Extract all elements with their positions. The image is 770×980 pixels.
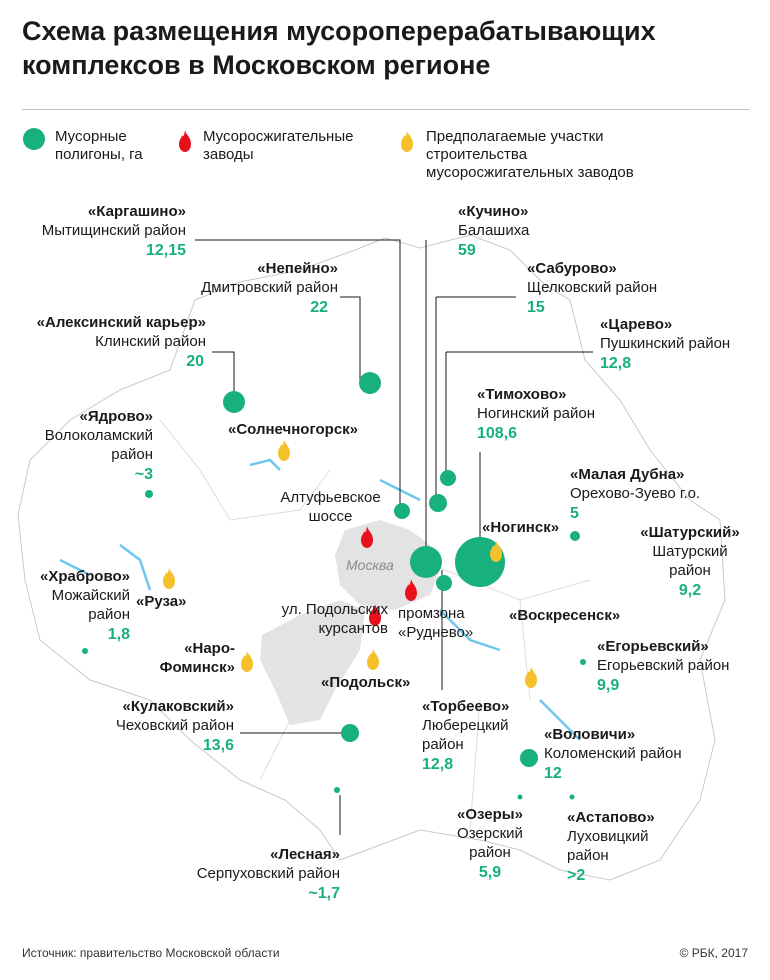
label-kargashino: «Каргашино» Мытищинский район 12,15 — [41, 203, 186, 259]
landfill-marker-kargashino — [394, 503, 410, 519]
label-timokhovo: «Тимохово» Ногинский район 108,6 — [477, 386, 595, 442]
landfill-marker-kuchino — [410, 546, 442, 578]
label-naro-fominsk: «Наро-Фоминск» — [159, 640, 235, 676]
landfill-marker-malaya-dubna — [570, 531, 580, 541]
label-kulakovsky: «Кулаковский» Чеховский район 13,6 — [115, 698, 234, 754]
landfill-marker-torbeevo — [436, 575, 452, 591]
label-egorievsky: «Егорьевский» Егорьевский район 9,9 — [597, 638, 730, 694]
region-outline — [17, 234, 726, 881]
planned-flame-icon — [525, 667, 537, 688]
label-tsarevo: «Царево» Пушкинский район 12,8 — [600, 316, 731, 372]
landfill-marker-astapovo — [569, 794, 575, 800]
flame-icon — [405, 579, 417, 601]
label-voskresensk: «Воскресенск» — [509, 607, 621, 624]
legend-planned: Предполагаемые участки строительства мус… — [426, 128, 634, 181]
label-aleksinsky: «Алексинский карьер» Клинский район 20 — [36, 314, 206, 370]
planned-flame-icon — [278, 440, 290, 461]
label-khrabrovo: «Храброво» Можайский район 1,8 — [40, 568, 130, 643]
divider — [22, 109, 749, 110]
label-podolskikh-kursantov: ул. Подольских курсантов — [281, 601, 388, 637]
label-ruza: «Руза» — [136, 593, 187, 610]
label-altufievskoe: Алтуфьевское шоссе — [280, 489, 381, 525]
moscow-label: Москва — [346, 557, 394, 573]
landfill-legend-icon — [23, 128, 45, 150]
label-noginsk: «Ногинск» — [482, 519, 560, 536]
label-rudnevo: промзона «Руднево» — [398, 605, 474, 641]
label-malaya-dubna: «Малая Дубна» Орехово-Зуево г.о. 5 — [570, 466, 701, 522]
legend-landfills: Мусорные полигоны, га — [55, 128, 143, 163]
legend-incinerators: Мусоросжигательные заводы — [203, 128, 354, 163]
label-podolsk: «Подольск» — [321, 674, 411, 691]
landfill-marker-aleksinsky — [223, 391, 245, 413]
new-moscow-area — [260, 600, 365, 725]
page-title: Схема размещения мусороперерабатывающих … — [22, 16, 656, 80]
source-note: Источник: правительство Московской облас… — [22, 946, 280, 960]
label-solnechnogorsk: «Солнечногорск» — [228, 421, 359, 438]
copyright: © РБК, 2017 — [679, 946, 748, 960]
label-shatursky: «Шатурский» Шатурский район 9,2 — [640, 524, 740, 599]
planned-flame-icon — [241, 651, 253, 672]
label-volovichi: «Воловичи» Коломенский район 12 — [544, 726, 682, 782]
label-saburovo: «Сабурово» Щелковский район 15 — [527, 260, 658, 316]
planned-legend-icon — [401, 131, 413, 152]
label-nepeyno: «Непейно» Дмитровский район 22 — [201, 260, 338, 316]
landfill-marker-khrabrovo — [82, 648, 88, 654]
landfill-marker-ozery — [517, 794, 523, 800]
landfill-marker-egorievsky — [580, 659, 586, 665]
label-ozery: «Озеры» Озерский район 5,9 — [457, 806, 523, 881]
flame-legend-icon — [179, 130, 191, 152]
label-torbeevo: «Торбеево» Люберецкий район 12,8 — [422, 698, 510, 773]
flame-icon — [361, 526, 373, 548]
flame-icon — [369, 604, 381, 626]
planned-flame-icon — [490, 541, 502, 562]
landfill-marker-kulakovsky — [341, 724, 359, 742]
label-yadrovo: «Ядрово» Волоколамский район ~3 — [44, 408, 153, 483]
landfill-marker-volovichi — [520, 749, 538, 767]
label-lesnaya: «Лесная» Серпуховский район ~1,7 — [196, 846, 340, 902]
incinerator-markers — [361, 526, 417, 626]
landfill-marker-nepeyno — [359, 372, 381, 394]
landfill-marker-tsarevo — [440, 470, 456, 486]
label-kuchino: «Кучино» Балашиха 59 — [458, 203, 530, 259]
label-astapovo: «Астапово» Луховицкий район >2 — [567, 809, 655, 884]
planned-markers — [163, 440, 537, 688]
planned-flame-icon — [367, 649, 379, 670]
landfill-marker-yadrovo — [145, 490, 153, 498]
landfill-marker-saburovo — [429, 494, 447, 512]
planned-flame-icon — [163, 568, 175, 589]
landfill-marker-lesnaya — [334, 787, 340, 793]
